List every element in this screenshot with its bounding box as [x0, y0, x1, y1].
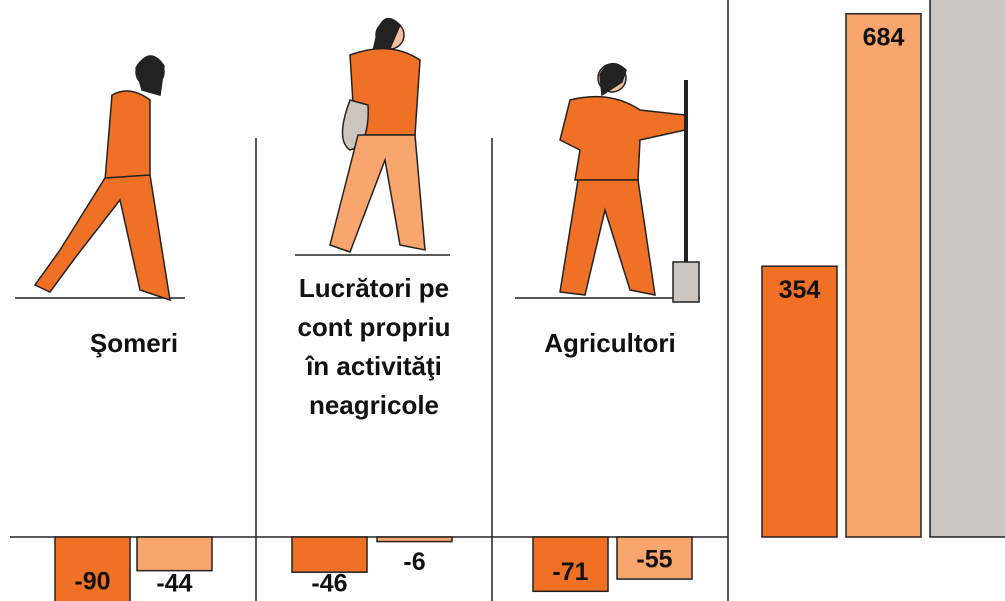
hair: [135, 55, 165, 96]
torso: [104, 90, 151, 181]
torso: [559, 95, 686, 181]
value-label: -46: [311, 570, 347, 598]
legs: [33, 174, 171, 302]
value-label: -71: [552, 558, 588, 586]
value-label: -90: [74, 568, 110, 596]
category-label: Şomeri: [89, 328, 179, 358]
legs: [329, 134, 426, 253]
bar: [54, 536, 131, 601]
category-label: Agricultori: [544, 328, 676, 358]
value-label: -44: [156, 570, 192, 598]
bar: [761, 265, 838, 538]
shovel: [672, 261, 700, 303]
value-label: 684: [863, 23, 905, 51]
value-label: 354: [779, 276, 821, 304]
bar: [616, 536, 693, 580]
value-label: -6: [403, 548, 425, 576]
bar: [845, 12, 922, 538]
value-label: -55: [636, 546, 672, 574]
bar: [376, 536, 453, 543]
bar-cropped: [929, 0, 1005, 538]
bar: [532, 536, 609, 593]
illustrations: [15, 17, 700, 303]
legs: [559, 179, 656, 296]
bar: [136, 536, 213, 572]
bar: [291, 536, 368, 573]
hair: [599, 62, 627, 97]
category-label: Lucrători pe cont propriu în activităţi …: [297, 273, 451, 420]
